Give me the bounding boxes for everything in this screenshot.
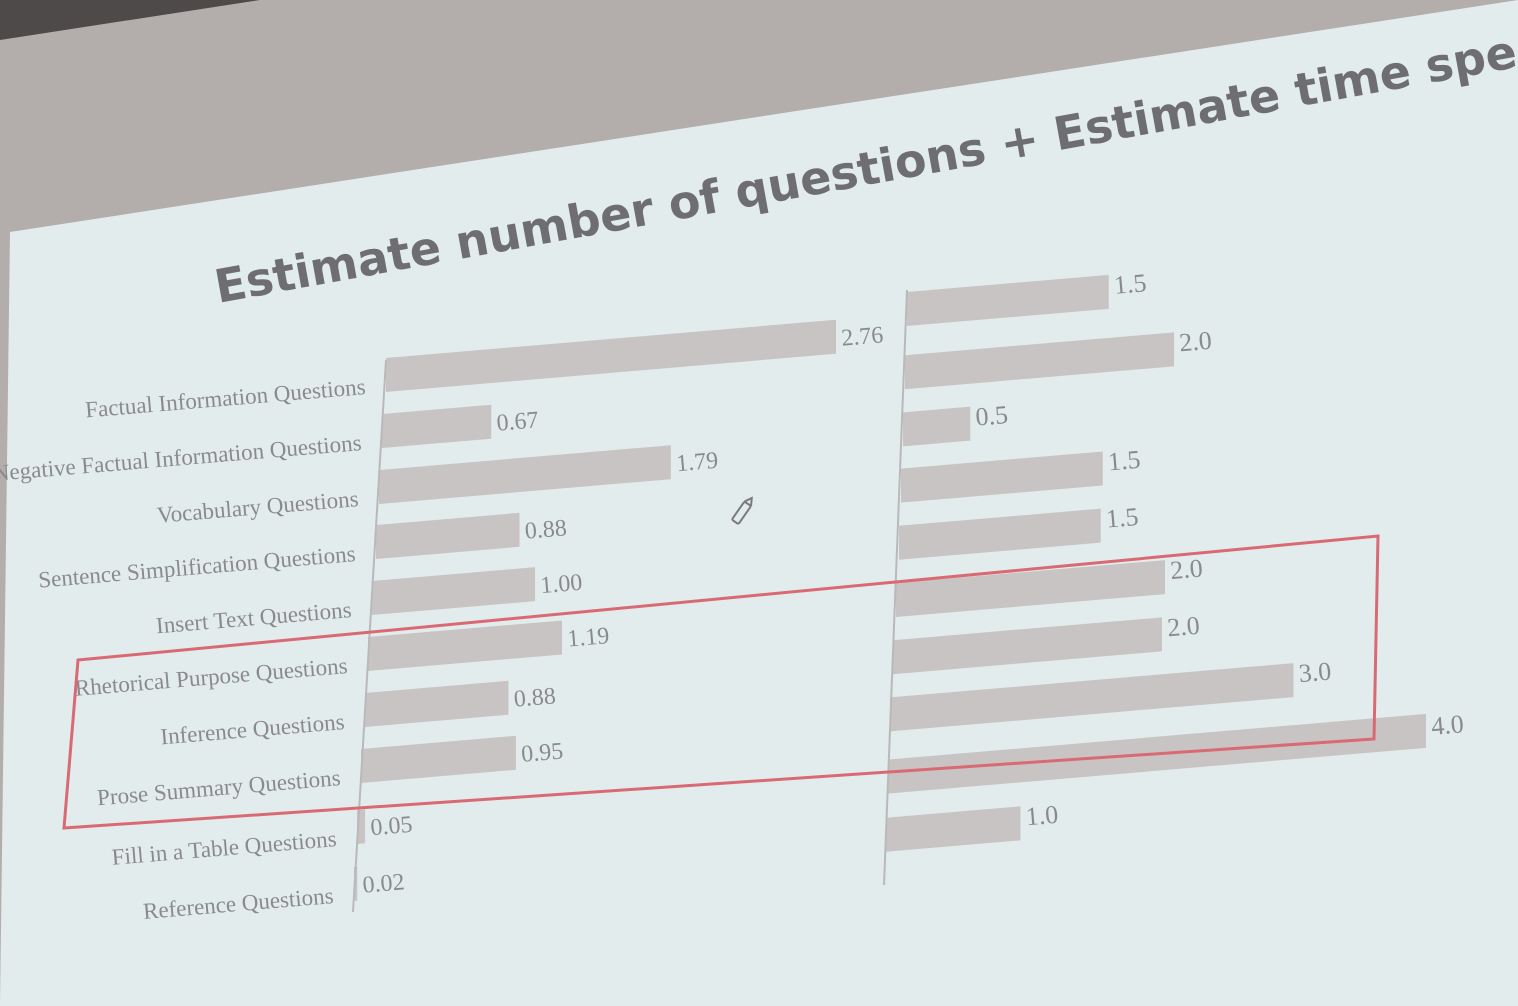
right-value-label: 1.0 <box>1025 800 1060 832</box>
right-axis-line <box>883 289 908 886</box>
left-value-label: 0.02 <box>362 869 406 898</box>
right-bar <box>893 617 1162 675</box>
left-value-label: 1.19 <box>566 623 610 652</box>
right-bar <box>901 451 1103 503</box>
right-value-label: 3.0 <box>1298 656 1333 688</box>
right-value-label: 0.5 <box>974 400 1009 432</box>
left-value-label: 1.00 <box>539 570 583 599</box>
highlight-box <box>62 534 1380 830</box>
left-value-label: 0.88 <box>524 515 568 544</box>
left-value-label: 0.67 <box>496 407 540 436</box>
left-value-label: 0.05 <box>369 812 413 841</box>
left-bar <box>379 445 671 504</box>
pencil-icon <box>731 496 753 525</box>
left-bar <box>376 512 520 559</box>
left-value-label: 2.76 <box>840 322 884 351</box>
right-value-label: 1.5 <box>1107 445 1142 477</box>
right-value-label: 2.0 <box>1169 553 1204 585</box>
right-value-label: 2.0 <box>1166 611 1201 643</box>
right-value-label: 1.5 <box>1113 268 1148 300</box>
right-value-label: 4.0 <box>1430 709 1465 741</box>
right-bar <box>890 663 1294 732</box>
right-value-label: 1.5 <box>1105 502 1140 534</box>
left-value-label: 0.88 <box>513 683 557 712</box>
left-value-label: 1.79 <box>675 448 719 477</box>
left-bar <box>365 680 509 727</box>
left-bar <box>372 567 536 615</box>
right-bar <box>903 406 971 447</box>
left-bar <box>386 319 836 392</box>
right-bar <box>899 508 1101 560</box>
right-bar <box>905 332 1174 390</box>
right-value-label: 2.0 <box>1178 326 1213 358</box>
left-chart-number-of-questions: 2.76 0.67 1.79 0.88 1.00 1.19 0.88 0.95 0.05 0.02 <box>352 319 884 913</box>
left-axis-line <box>352 359 387 913</box>
left-bar <box>368 620 563 671</box>
left-bar <box>361 735 516 783</box>
left-bar <box>382 404 492 448</box>
left-value-label: 0.95 <box>520 738 564 767</box>
right-bar <box>886 806 1021 852</box>
right-bar <box>907 274 1109 326</box>
right-bar <box>896 560 1165 617</box>
